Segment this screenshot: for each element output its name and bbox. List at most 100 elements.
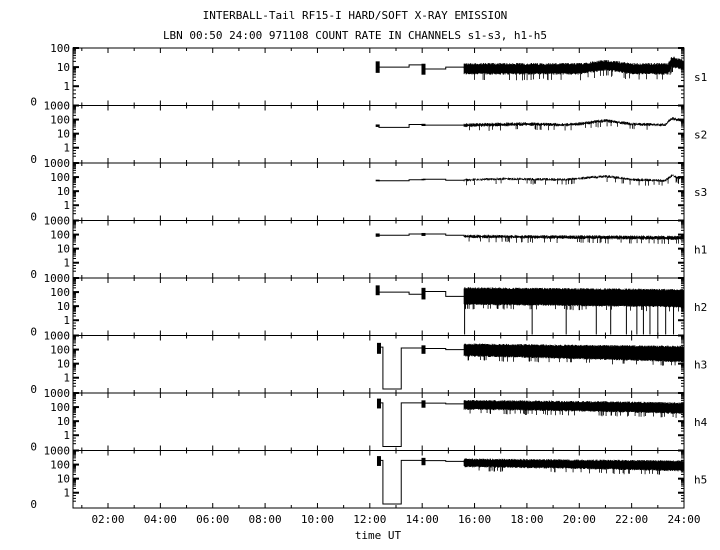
y-tick-label: 0 xyxy=(30,326,37,339)
x-tick-label: 10:00 xyxy=(301,513,334,526)
burst-mark xyxy=(376,342,381,354)
panel-frame xyxy=(72,105,685,164)
y-tick-label: 100 xyxy=(50,459,70,472)
panel-frame xyxy=(72,162,685,221)
x-tick-label: 20:00 xyxy=(563,513,596,526)
burst-mark xyxy=(421,232,426,236)
burst-mark xyxy=(421,345,426,354)
y-tick-label: 1 xyxy=(63,142,70,155)
y-tick-label: 100 xyxy=(50,229,70,242)
noise-band-h3 xyxy=(463,343,684,366)
y-tick-label: 0 xyxy=(30,268,37,281)
burst-mark xyxy=(421,63,426,75)
panel-frame xyxy=(72,47,685,106)
y-tick-label: 1 xyxy=(63,487,70,500)
chart-title: INTERBALL-Tail RF15-I HARD/SOFT X-RAY EM… xyxy=(203,9,508,22)
panels: 1001010s110001001010s210001001010s310001… xyxy=(30,42,707,526)
y-tick-label: 100 xyxy=(50,344,70,357)
y-tick-label: 1 xyxy=(63,80,70,93)
x-tick-label: 18:00 xyxy=(510,513,543,526)
channel-label: h2 xyxy=(694,301,707,314)
channel-label: h3 xyxy=(694,358,707,371)
noise-band-s2 xyxy=(463,117,684,131)
y-tick-label: 1000 xyxy=(44,387,71,400)
burst-mark xyxy=(421,457,426,466)
y-tick-label: 1000 xyxy=(44,445,71,458)
noise-band-h4 xyxy=(463,399,684,418)
burst-mark xyxy=(375,61,380,73)
series-line-h4 xyxy=(377,402,465,447)
y-tick-label: 100 xyxy=(50,42,70,55)
channel-label: s3 xyxy=(694,186,707,199)
series-line-s1 xyxy=(378,64,465,70)
burst-mark xyxy=(421,400,426,408)
burst-mark xyxy=(376,398,381,409)
y-tick-label: 10 xyxy=(57,128,70,141)
y-tick-label: 10 xyxy=(57,243,70,256)
y-tick-label: 0 xyxy=(30,153,37,166)
y-tick-label: 0 xyxy=(30,383,37,396)
x-tick-label: 12:00 xyxy=(353,513,386,526)
y-tick-label: 1 xyxy=(63,429,70,442)
y-tick-label: 100 xyxy=(50,286,70,299)
burst-mark xyxy=(421,287,426,300)
y-tick-label: 0 xyxy=(30,441,37,454)
burst-mark xyxy=(421,123,426,126)
channel-label: h5 xyxy=(694,473,707,486)
x-tick-label: 14:00 xyxy=(406,513,439,526)
burst-mark xyxy=(375,124,380,127)
series-line-h2 xyxy=(378,290,465,297)
y-tick-label: 10 xyxy=(57,415,70,428)
y-tick-label: 1 xyxy=(63,257,70,270)
noise-band-h1 xyxy=(463,234,684,244)
y-tick-label: 10 xyxy=(57,61,70,74)
y-tick-label: 10 xyxy=(57,300,70,313)
y-tick-label: 1000 xyxy=(44,100,71,113)
x-tick-label: 16:00 xyxy=(458,513,491,526)
noise-band-h2 xyxy=(463,287,684,312)
series-line-s3 xyxy=(378,178,465,182)
channel-label: s1 xyxy=(694,71,707,84)
x-tick-label: 24:00 xyxy=(667,513,700,526)
x-tick-label: 06:00 xyxy=(196,513,229,526)
y-tick-label: 1000 xyxy=(44,215,71,228)
x-tick-label: 02:00 xyxy=(91,513,124,526)
y-tick-label: 1000 xyxy=(44,272,71,285)
panel-frame xyxy=(72,220,685,279)
y-tick-label: 1000 xyxy=(44,330,71,343)
y-tick-label: 0 xyxy=(30,498,37,511)
y-tick-label: 10 xyxy=(57,185,70,198)
burst-mark xyxy=(375,285,380,296)
y-tick-label: 100 xyxy=(50,114,70,127)
x-tick-label: 04:00 xyxy=(144,513,177,526)
channel-label: s2 xyxy=(694,128,707,141)
channel-label: h4 xyxy=(694,416,708,429)
x-tick-label: 08:00 xyxy=(249,513,282,526)
y-tick-label: 1 xyxy=(63,314,70,327)
y-tick-label: 0 xyxy=(30,211,37,224)
burst-mark xyxy=(375,233,380,237)
noise-band-s3 xyxy=(463,174,684,186)
burst-mark xyxy=(421,178,426,181)
y-tick-label: 10 xyxy=(57,473,70,486)
y-tick-label: 1000 xyxy=(44,157,71,170)
y-tick-label: 10 xyxy=(57,358,70,371)
y-tick-label: 1 xyxy=(63,199,70,212)
y-tick-label: 100 xyxy=(50,401,70,414)
series-line-h5 xyxy=(377,459,465,505)
burst-mark xyxy=(375,179,380,182)
y-tick-label: 1 xyxy=(63,372,70,385)
x-tick-label: 22:00 xyxy=(615,513,648,526)
series-line-s2 xyxy=(378,123,465,128)
noise-band-h5 xyxy=(463,458,684,475)
x-axis-label: time UT xyxy=(355,529,402,542)
